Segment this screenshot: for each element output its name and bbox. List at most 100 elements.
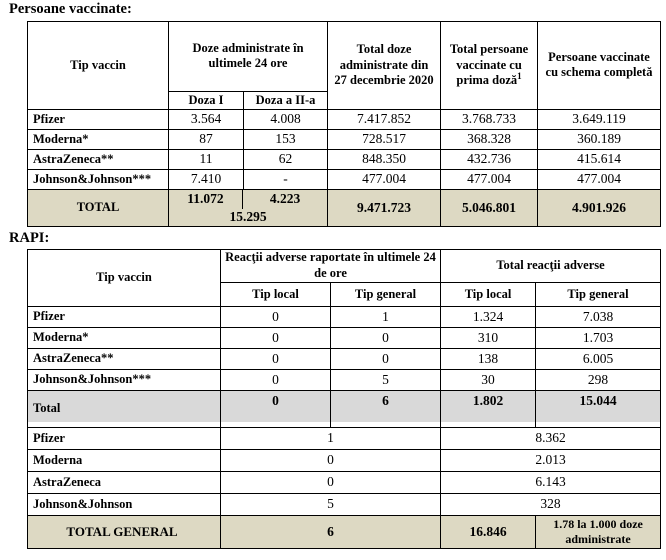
- cell-general-24h: 5: [329, 368, 442, 391]
- row-label: Pfizer: [27, 108, 169, 130]
- total-doses-split-cell: 11.072 4.223 15.295: [167, 188, 329, 227]
- col-header-total-reactii: Total reacţii adverse: [440, 248, 662, 283]
- cell-general-24h: 6: [329, 389, 442, 428]
- col-header-tip-general-total: Tip general: [535, 281, 662, 307]
- cell-doza2: 4.008: [242, 108, 329, 130]
- total-row-label: TOTAL: [27, 188, 169, 227]
- cell-total-doze: 7.417.852: [327, 108, 442, 130]
- cell-prima-doza: 432.736: [440, 148, 539, 170]
- col-header-prima-doza: Total persoane vaccinate cu prima doză1: [440, 20, 539, 110]
- row-label: Johnson&Johnson***: [27, 368, 221, 391]
- cell-schema: 360.189: [537, 128, 662, 150]
- cell-local-total: 1.324: [440, 305, 537, 328]
- cell-general-24h: 1: [329, 305, 442, 328]
- table1-total-row: TOTAL 11.072 4.223 15.295 9.471.723 5.04…: [27, 188, 662, 227]
- cell-local-24h: 0: [220, 389, 331, 428]
- row-label: AstraZeneca**: [27, 148, 169, 170]
- cell-general-total: 15.044: [535, 389, 662, 428]
- table-row-astrazeneca: AstraZeneca** 11 62 848.350 432.736 415.…: [27, 148, 662, 170]
- cell-local-24h: 0: [220, 305, 331, 328]
- rapi-table: Tip vaccin Reacţii adverse raportate în …: [27, 248, 662, 549]
- row-label: Pfizer: [27, 305, 221, 328]
- cell-general-total: 7.038: [535, 305, 662, 328]
- cell-general-total: 6.005: [535, 347, 662, 370]
- document-page: Persoane vaccinate: Tip vaccin Doze admi…: [0, 1, 666, 549]
- cell-doza2: -: [242, 168, 329, 190]
- cell-total: 16.846: [440, 514, 537, 549]
- col-header-total-doze: Total doze administrate din 27 decembrie…: [327, 20, 442, 110]
- table2-subheader-row: Tip local Tip general Tip local Tip gene…: [28, 281, 662, 307]
- cell-total-doza2: 4.223: [269, 191, 301, 207]
- cell-last24: 5: [219, 492, 442, 516]
- cell-total: 2.013: [440, 448, 662, 472]
- cell-doza1: 87: [168, 128, 244, 150]
- row-label: Moderna*: [27, 326, 221, 349]
- section2-title: RAPI:: [9, 229, 50, 246]
- row-label: Moderna*: [27, 128, 169, 150]
- col-header-tip-vaccin: Tip vaccin: [27, 20, 169, 110]
- section1-title: Persoane vaccinate:: [9, 1, 132, 17]
- cell-prima-doza: 5.046.801: [440, 188, 539, 227]
- cell-rate-per-1000: 1.78 la 1.000 doze administrate: [535, 514, 662, 549]
- vaccinated-persons-table: Tip vaccin Doze administrate în ultimele…: [27, 20, 662, 227]
- cell-doza1: 11: [168, 148, 244, 170]
- cell-doza1: 3.564: [168, 108, 244, 130]
- table-row-astrazeneca: AstraZeneca** 0 0 138 6.005: [27, 347, 662, 370]
- col-header-doza-1: Doza I: [168, 90, 244, 110]
- total-general-label: TOTAL GENERAL: [27, 514, 221, 549]
- cell-last24: 0: [219, 448, 442, 472]
- cell-general-total: 1.703: [535, 326, 662, 349]
- col-header-prima-doza-text: Total persoane vaccinate cu prima doză: [449, 42, 529, 88]
- row-label: Johnson&Johnson: [27, 492, 221, 516]
- cell-last24: 1: [219, 426, 442, 450]
- total-doses-split: 11.072 4.223 15.295: [170, 190, 327, 225]
- cell-doza2: 153: [242, 128, 329, 150]
- table1-subheader-row: Doza I Doza a II-a: [28, 90, 661, 110]
- table-row-pfizer: Pfizer 0 1 1.324 7.038: [27, 305, 662, 328]
- cell-total-doze: 9.471.723: [327, 188, 442, 227]
- cell-total-doze: 848.350: [327, 148, 442, 170]
- col-header-tip-local-total: Tip local: [440, 281, 537, 307]
- col-header-reactii-24h: Reacţii adverse raportate în ultimele 24…: [219, 248, 442, 283]
- cell-local-24h: 0: [220, 347, 331, 370]
- total-general-row: TOTAL GENERAL 6 16.846 1.78 la 1.000 doz…: [27, 514, 662, 549]
- cell-total: 6.143: [440, 470, 662, 494]
- row-label: AstraZeneca: [27, 470, 221, 494]
- table2-header-row: Tip vaccin Reacţii adverse raportate în …: [27, 248, 662, 307]
- cell-total-doze: 477.004: [327, 168, 442, 190]
- col-header-tip-vaccin: Tip vaccin: [27, 248, 221, 307]
- table-row-pfizer: Pfizer 3.564 4.008 7.417.852 3.768.733 3…: [27, 108, 662, 130]
- col-header-tip-general-24h: Tip general: [329, 281, 442, 307]
- cell-total: 328: [440, 492, 662, 516]
- cell-local-24h: 0: [220, 368, 331, 391]
- cell-doza1: 7.410: [168, 168, 244, 190]
- col-header-doze-24h: Doze administrate în ultimele 24 ore: [167, 20, 329, 92]
- cell-schema: 3.649.119: [537, 108, 662, 130]
- cell-local-24h: 0: [220, 326, 331, 349]
- cell-doza2: 62: [242, 148, 329, 170]
- cell-local-total: 138: [440, 347, 537, 370]
- cell-total-doza1: 11.072: [170, 190, 243, 209]
- cell-prima-doza: 3.768.733: [440, 108, 539, 130]
- severe-row-astrazeneca: AstraZeneca 0 6.143: [27, 470, 662, 494]
- cell-total: 8.362: [440, 426, 662, 450]
- table2-total-row: Total 0 6 1.802 15.044: [27, 389, 662, 428]
- cell-schema: 477.004: [537, 168, 662, 190]
- table-row-moderna: Moderna* 0 0 310 1.703: [27, 326, 662, 349]
- col-header-schema-completa: Persoane vaccinate cu schema completă: [537, 20, 662, 110]
- cell-local-total: 30: [440, 368, 537, 391]
- cell-total-doses-sum: 15.295: [229, 208, 267, 224]
- footnote-superscript: 1: [517, 71, 522, 82]
- row-label: Moderna: [27, 448, 221, 472]
- cell-last24: 6: [219, 514, 442, 549]
- row-label: Johnson&Johnson***: [27, 168, 169, 190]
- cell-last24: 0: [219, 470, 442, 494]
- row-label: AstraZeneca**: [27, 347, 221, 370]
- col-header-tip-local-24h: Tip local: [220, 281, 331, 307]
- cell-general-24h: 0: [329, 347, 442, 370]
- total-doses-by-dose: 11.072 4.223: [170, 190, 327, 209]
- table-row-johnson: Johnson&Johnson*** 0 5 30 298: [27, 368, 662, 391]
- cell-schema: 415.614: [537, 148, 662, 170]
- row-label: Pfizer: [27, 426, 221, 450]
- cell-local-total: 1.802: [440, 389, 537, 428]
